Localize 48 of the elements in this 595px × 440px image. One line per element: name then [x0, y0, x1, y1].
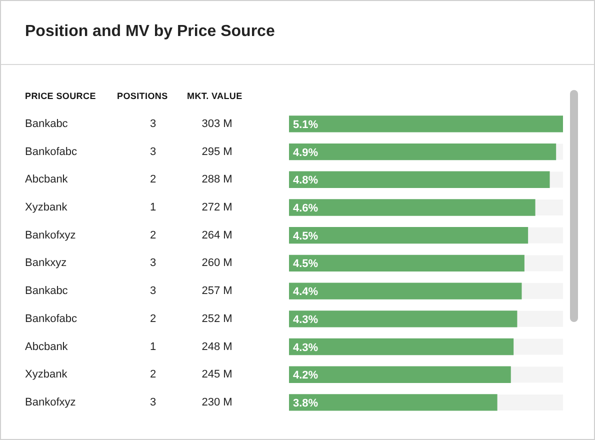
annotation: 4.4%	[293, 286, 318, 298]
y-axis-title: PRICE SOURCE	[25, 91, 96, 101]
annotation: 4.3%	[293, 314, 318, 326]
data-label: 288 M	[202, 174, 232, 186]
y-tick-label: Xyzbank	[25, 202, 68, 214]
y-tick-label: Bankabc	[25, 285, 68, 298]
y-tick-label: Bankofxyz	[25, 396, 76, 409]
text: 3	[150, 118, 156, 130]
data-label: 260 M	[202, 257, 232, 270]
annotation: 4.2%	[293, 370, 318, 382]
annotation: 5.1%	[293, 118, 318, 131]
text: 1	[150, 202, 156, 214]
data-label: 252 M	[202, 312, 232, 325]
annotation: 4.9%	[293, 146, 318, 159]
y-tick-label: Bankofabc	[25, 146, 78, 158]
annotation: 4.6%	[293, 202, 318, 215]
text: 3	[150, 257, 156, 270]
y-tick-label: Bankabc	[25, 118, 68, 130]
text: Position and MV by Price Source	[25, 23, 275, 41]
text: 2	[150, 312, 156, 325]
annotation: 4.5%	[293, 258, 318, 270]
text: 3	[150, 285, 156, 298]
data-label: 272 M	[202, 202, 232, 214]
text: 2	[150, 368, 156, 381]
y-tick-label: Abcbank	[25, 174, 68, 186]
annotation: 4.5%	[293, 230, 318, 242]
annotation: 4.3%	[293, 342, 318, 354]
data-label: 303 M	[202, 118, 232, 130]
text: 1	[150, 340, 156, 353]
text: 2	[150, 229, 156, 242]
data-label: 257 M	[202, 285, 232, 298]
text: POSITIONS	[117, 91, 168, 101]
y-tick-label: Bankofxyz	[25, 229, 76, 242]
text: MKT. VALUE	[187, 91, 242, 101]
annotation: 3.8%	[293, 398, 318, 410]
text: 3	[150, 396, 156, 409]
y-tick-label: Abcbank	[25, 340, 68, 353]
text: 2	[150, 174, 156, 186]
annotation: 4.8%	[293, 174, 318, 187]
y-tick-label: Bankxyz	[25, 257, 67, 270]
data-label: 230 M	[202, 396, 232, 409]
y-tick-label: Bankofabc	[25, 312, 78, 325]
data-label: 264 M	[202, 229, 232, 242]
y-tick-label: Xyzbank	[25, 368, 68, 381]
data-label: 295 M	[202, 146, 232, 158]
data-label: 248 M	[202, 340, 232, 353]
data-label: 245 M	[202, 368, 232, 381]
text: 3	[150, 146, 156, 158]
